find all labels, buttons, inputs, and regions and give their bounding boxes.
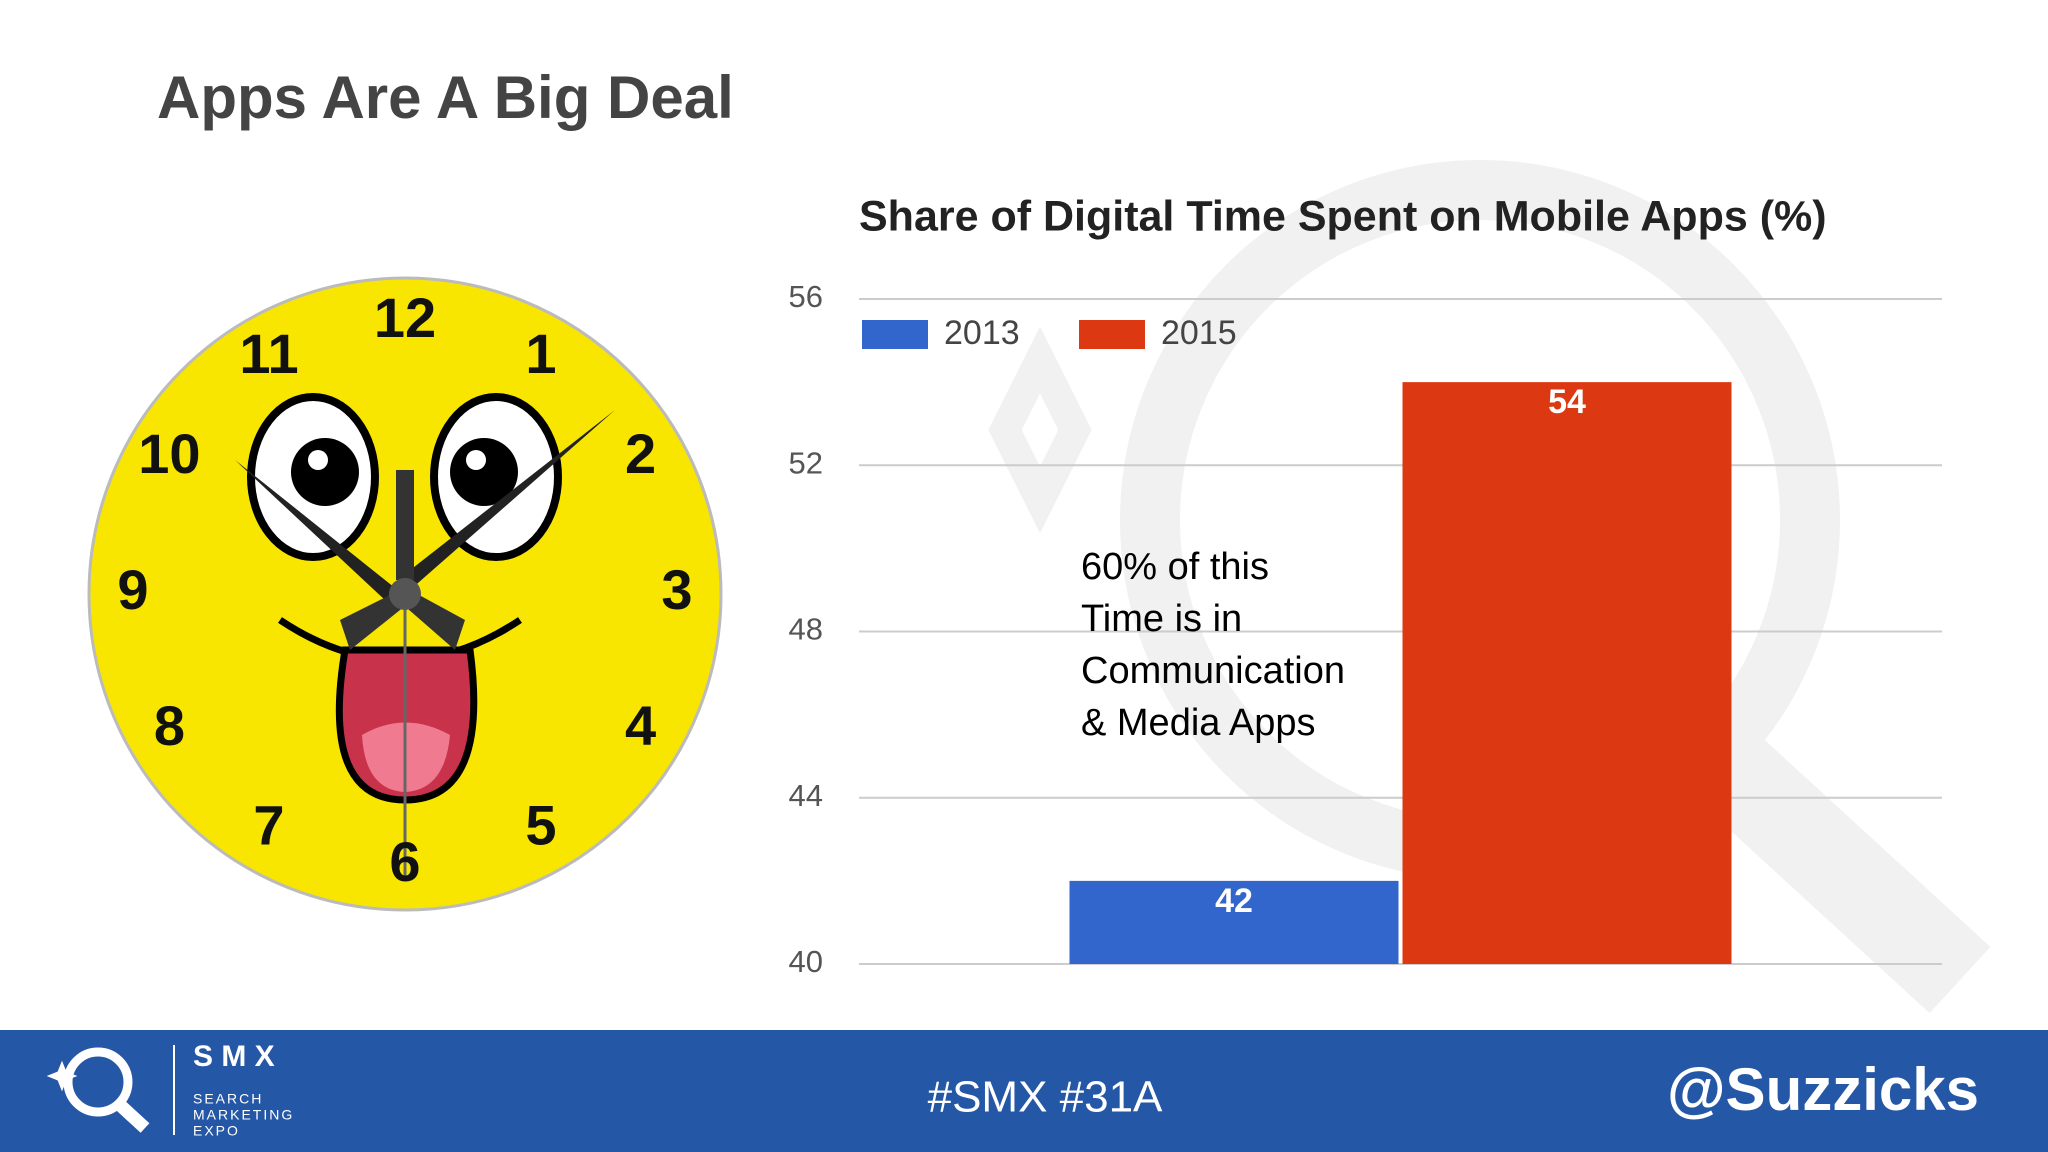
value-label: 54 <box>1548 383 1586 421</box>
logo-line: SEARCH <box>193 1091 263 1107</box>
clock-numeral: 9 <box>117 558 148 621</box>
logo-line: EXPO <box>193 1123 240 1139</box>
y-tick-label: 52 <box>789 445 823 480</box>
annotation: & Media Apps <box>1081 702 1315 744</box>
annotation: Time is in <box>1081 598 1242 640</box>
legend-swatch <box>1079 320 1145 349</box>
clock-numeral: 10 <box>138 422 200 485</box>
logo-line: MARKETING <box>193 1107 294 1123</box>
clock-numeral: 1 <box>525 322 556 385</box>
bar <box>1402 382 1732 964</box>
footer <box>0 1030 2048 1152</box>
clock-numeral: 11 <box>239 322 298 385</box>
hashtag: #SMX #31A <box>928 1073 1163 1122</box>
y-tick-label: 56 <box>789 279 823 314</box>
logo-icon <box>46 1045 175 1135</box>
value-label: 42 <box>1215 882 1253 920</box>
bar <box>1069 880 1399 964</box>
slide-title: Apps Are A Big Deal <box>157 64 734 131</box>
clock-numeral: 8 <box>154 694 185 757</box>
watermark-star <box>988 326 1092 534</box>
legend-label: 2015 <box>1161 314 1237 352</box>
annotation: Communication <box>1081 650 1345 692</box>
legend-label: 2013 <box>944 314 1020 352</box>
clock-numeral: 7 <box>253 793 284 856</box>
handle: @Suzzicks <box>1667 1056 1979 1123</box>
clock-numeral: 4 <box>625 694 656 757</box>
clock-numeral: 2 <box>625 422 656 485</box>
y-tick-label: 48 <box>789 612 823 647</box>
clock-numeral: 6 <box>389 830 420 893</box>
clock-numeral: 12 <box>374 286 436 349</box>
y-tick-label: 44 <box>789 778 823 813</box>
clock-numeral: 3 <box>661 558 692 621</box>
logo-name: S M X <box>193 1040 275 1073</box>
annotation: 60% of this <box>1081 546 1269 588</box>
clock-numeral: 5 <box>525 793 556 856</box>
chart-title: Share of Digital Time Spent on Mobile Ap… <box>859 192 1827 240</box>
y-tick-label: 40 <box>789 944 823 979</box>
chart: 40 44 48 52 56 2013 2015 42 54 60% of this Time is… <box>789 279 1942 979</box>
legend-swatch <box>862 320 928 349</box>
